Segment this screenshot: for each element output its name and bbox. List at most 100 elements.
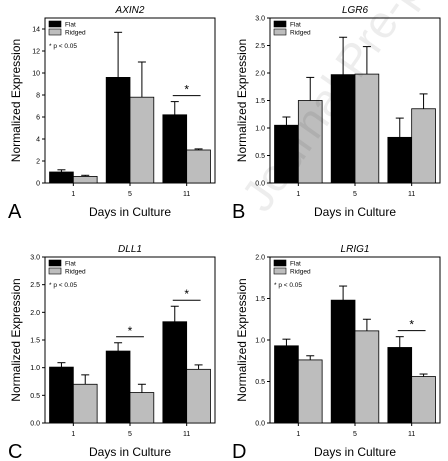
y-tick-label-b: 3.0: [255, 16, 265, 23]
x-tick-label-a: 5: [128, 191, 132, 198]
y-tick-label-d: 1.0: [255, 338, 265, 345]
x-tick-label-d: 1: [296, 431, 300, 438]
y-axis-label-a: Normalized Expression: [9, 39, 23, 162]
panel-letter-a: A: [8, 201, 22, 223]
bar-d-ridged-day1: [297, 359, 323, 424]
x-tick-label-c: 11: [183, 431, 190, 438]
bar-b-ridged-day11: [411, 108, 436, 184]
y-tick-label-c: 1.5: [30, 338, 40, 345]
x-axis-label-d: Days in Culture: [314, 445, 396, 459]
legend-swatch-b-flat: [273, 20, 287, 28]
legend-label-d: Flat: [290, 261, 301, 268]
legend-swatch-c-ridged: [48, 267, 62, 275]
y-tick-label-c: 1.0: [30, 365, 40, 372]
significance-note-c: * p < 0.05: [49, 282, 77, 289]
y-tick-label-b: 0.5: [255, 153, 265, 160]
y-tick-label-c: 2.0: [30, 310, 40, 317]
x-tick-label-c: 1: [71, 431, 75, 438]
x-axis-label-c: Days in Culture: [89, 445, 171, 459]
bar-d-flat-day11: [387, 347, 413, 424]
y-tick-label-c: 3.0: [30, 255, 40, 262]
y-tick-label-b: 2.0: [255, 71, 265, 78]
y-tick-label-c: 0.5: [30, 393, 40, 400]
significance-star-d: *: [409, 318, 414, 332]
y-tick-label-d: 0.5: [255, 379, 265, 386]
bar-d-ridged-day5: [354, 330, 380, 424]
y-tick-label-a: 0: [36, 181, 40, 188]
x-tick-label-b: 1: [296, 191, 300, 198]
significance-star-c: *: [128, 324, 133, 338]
bar-c-flat-day5: [105, 350, 131, 424]
y-tick-label-a: 8: [36, 93, 40, 100]
bar-a-ridged-day11: [186, 149, 211, 184]
bar-c-ridged-day5: [129, 392, 155, 424]
significance-note-a: * p < 0.05: [49, 43, 77, 50]
legend-swatch-a-flat: [48, 20, 62, 28]
y-tick-label-d: 1.5: [255, 296, 265, 303]
x-tick-label-b: 11: [408, 191, 415, 198]
panel-letter-b: B: [232, 201, 245, 223]
bar-a-flat-day5: [105, 77, 131, 184]
bar-b-flat-day5: [330, 74, 356, 184]
x-axis-label-a: Days in Culture: [89, 205, 171, 219]
x-tick-label-d: 5: [353, 431, 357, 438]
y-tick-label-c: 2.5: [30, 282, 40, 289]
y-tick-label-a: 2: [36, 159, 40, 166]
legend-label-c: Ridged: [65, 269, 86, 276]
y-tick-label-b: 2.5: [255, 43, 265, 50]
legend-label-b: Ridged: [290, 30, 311, 37]
significance-star-a: *: [184, 83, 189, 97]
legend-swatch-c-flat: [48, 259, 62, 267]
x-tick-label-d: 11: [408, 431, 415, 438]
bar-c-flat-day11: [162, 321, 188, 424]
bar-d-flat-day5: [330, 299, 356, 424]
legend-label-a: Ridged: [65, 30, 86, 37]
bar-b-ridged-day1: [297, 100, 323, 184]
legend-swatch-d-ridged: [273, 267, 287, 275]
y-axis-label-d: Normalized Expression: [235, 278, 249, 401]
chart-title-b: LGR6: [342, 5, 369, 16]
bar-a-flat-day1: [49, 171, 74, 184]
legend-label-b: Flat: [290, 22, 301, 29]
y-tick-label-d: 2.0: [255, 255, 265, 262]
x-tick-label-c: 5: [128, 431, 132, 438]
y-tick-label-a: 6: [36, 115, 40, 122]
legend-swatch-d-flat: [273, 259, 287, 267]
bar-a-ridged-day5: [129, 96, 155, 184]
bar-d-ridged-day11: [411, 376, 436, 424]
x-tick-label-a: 1: [71, 191, 75, 198]
x-axis-label-b: Days in Culture: [314, 205, 396, 219]
significance-star-c: *: [184, 287, 189, 301]
bar-b-flat-day11: [387, 136, 413, 184]
y-axis-label-b: Normalized Expression: [235, 39, 249, 162]
chart-title-a: AXIN2: [115, 5, 145, 16]
y-tick-label-d: 0.0: [255, 421, 265, 428]
y-tick-label-a: 4: [36, 137, 40, 144]
legend-label-c: Flat: [65, 261, 76, 268]
panel-letter-d: D: [232, 441, 246, 461]
bar-d-flat-day1: [274, 345, 299, 424]
legend-swatch-b-ridged: [273, 28, 287, 36]
x-tick-label-b: 5: [353, 191, 357, 198]
bar-c-ridged-day1: [72, 383, 98, 424]
y-tick-label-b: 1.5: [255, 98, 265, 105]
y-axis-label-c: Normalized Expression: [9, 278, 23, 401]
legend-label-d: Ridged: [290, 269, 311, 276]
bar-a-ridged-day1: [72, 175, 98, 184]
bar-c-flat-day1: [49, 366, 74, 424]
bar-c-ridged-day11: [186, 368, 211, 424]
legend-label-a: Flat: [65, 22, 76, 29]
panel-letter-c: C: [8, 441, 22, 461]
x-tick-label-a: 11: [183, 191, 190, 198]
significance-note-d: * p < 0.05: [274, 282, 302, 289]
bar-b-ridged-day5: [354, 73, 380, 184]
chart-title-c: DLL1: [118, 244, 142, 255]
y-tick-label-a: 12: [32, 49, 40, 56]
bar-a-flat-day11: [162, 114, 188, 184]
y-tick-label-a: 10: [32, 71, 40, 78]
y-tick-label-b: 1.0: [255, 126, 265, 133]
legend-swatch-a-ridged: [48, 28, 62, 36]
y-tick-label-a: 14: [32, 27, 40, 34]
y-tick-label-b: 0.0: [255, 181, 265, 188]
